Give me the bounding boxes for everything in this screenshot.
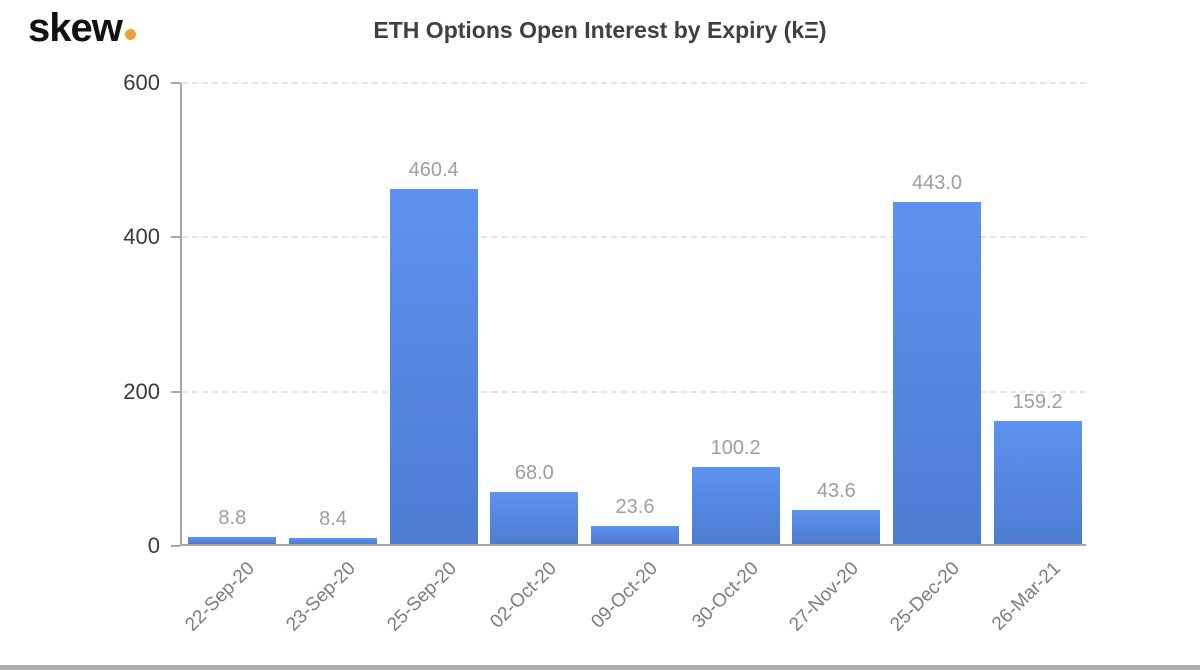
skew-logo: skew bbox=[28, 6, 136, 51]
y-axis-tick bbox=[171, 82, 180, 85]
bar-value-label: 43.6 bbox=[816, 480, 856, 503]
bar-27-Nov-20[interactable] bbox=[792, 510, 881, 544]
y-axis-tick-label-200: 200 bbox=[123, 378, 160, 404]
bar-25-Dec-20[interactable] bbox=[893, 202, 981, 544]
x-axis-tick-label-23-Sep-20: 23-Sep-20 bbox=[282, 558, 360, 636]
bar-value-label: 443.0 bbox=[911, 172, 963, 195]
bar-22-Sep-20[interactable] bbox=[188, 537, 277, 544]
x-axis-tick-label-25-Sep-20: 25-Sep-20 bbox=[382, 558, 461, 636]
skew-logo-dot bbox=[124, 29, 136, 40]
x-axis-tick-label-25-Dec-20: 25-Dec-20 bbox=[886, 558, 964, 636]
y-axis-tick bbox=[171, 390, 180, 393]
gridline-y200 bbox=[182, 390, 1086, 393]
bar-value-label: 23.6 bbox=[615, 495, 655, 518]
y-axis-tick-label-0: 0 bbox=[147, 533, 160, 558]
bar-value-label: 68.0 bbox=[514, 461, 554, 484]
bar-26-Mar-21[interactable] bbox=[993, 421, 1082, 544]
y-axis-tick-label-400: 400 bbox=[123, 224, 160, 250]
x-axis-tick-label-09-Oct-20: 09-Oct-20 bbox=[587, 558, 662, 633]
footer-bar bbox=[0, 665, 1200, 670]
bar-25-Sep-20[interactable] bbox=[389, 188, 478, 544]
x-axis-tick-label-22-Sep-20: 22-Sep-20 bbox=[181, 558, 260, 636]
plot-area: 0 200 400 600 8.8 22-Sep-20 8.4 23-Sep-20 460.4 2… bbox=[123, 70, 1086, 636]
bar-value-label: 159.2 bbox=[1012, 391, 1063, 414]
bar-23-Sep-20[interactable] bbox=[289, 537, 377, 544]
skew-logo-text: skew bbox=[28, 6, 123, 50]
x-axis-tick-label-27-Nov-20: 27-Nov-20 bbox=[785, 558, 864, 636]
y-axis-tick-label-600: 600 bbox=[123, 70, 160, 95]
bar-30-Oct-20[interactable] bbox=[691, 466, 780, 544]
bar-value-label: 8.8 bbox=[218, 507, 247, 530]
bar-value-label: 8.4 bbox=[319, 507, 347, 530]
y-axis-tick bbox=[171, 545, 180, 547]
y-axis-tick bbox=[171, 236, 180, 239]
bar-02-Oct-20[interactable] bbox=[490, 491, 579, 544]
gridline-y600 bbox=[182, 82, 1086, 85]
x-axis-tick-label-26-Mar-21: 26-Mar-21 bbox=[987, 558, 1065, 635]
bar-09-Oct-20[interactable] bbox=[591, 525, 679, 544]
x-axis-tick-label-02-Oct-20: 02-Oct-20 bbox=[486, 558, 562, 633]
bar-value-label: 100.2 bbox=[710, 436, 761, 459]
bar-value-label: 460.4 bbox=[408, 158, 459, 181]
gridline-y400 bbox=[182, 236, 1086, 239]
chart-title: ETH Options Open Interest by Expiry (kΞ) bbox=[373, 17, 827, 43]
x-axis-tick-label-30-Oct-20: 30-Oct-20 bbox=[687, 558, 763, 633]
